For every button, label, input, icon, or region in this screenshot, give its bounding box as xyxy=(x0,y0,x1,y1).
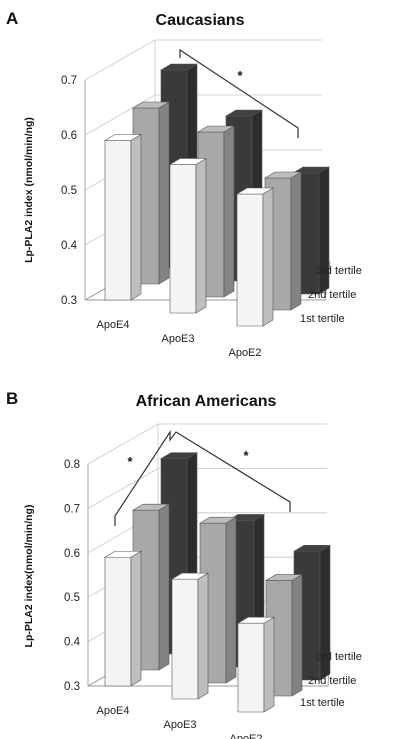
bar xyxy=(168,157,208,314)
x-tick-label: ApoE2 xyxy=(228,347,261,359)
bar xyxy=(170,572,210,700)
series-label: 1st tertile xyxy=(300,697,345,709)
y-tick-label: 0.3 xyxy=(61,295,77,307)
series-label: 1st tertile xyxy=(300,313,345,325)
y-tick-label: 0.8 xyxy=(64,459,80,471)
x-tick-label: ApoE4 xyxy=(96,705,129,717)
y-tick-label: 0.7 xyxy=(61,75,77,87)
y-axis-label: Lp-PLA2 index (nmol/min/ng) xyxy=(23,117,35,263)
x-tick-label: ApoE4 xyxy=(96,319,129,331)
chart-panel-a: A Caucasians 0.3 0.4 0.5 0.6 0.7 Lp-PLA2 index … xyxy=(6,9,362,359)
gridline xyxy=(84,39,322,81)
y-tick-label: 0.4 xyxy=(64,637,81,649)
bar xyxy=(103,550,143,687)
significance-bracket xyxy=(179,48,299,138)
panel-letter: B xyxy=(6,389,18,408)
series-label: 3rd tertile xyxy=(316,265,362,277)
significance-star: * xyxy=(237,68,243,83)
y-tick-label: 0.5 xyxy=(61,185,77,197)
chart-panel-b: B African Americans 0.3 0.4 0.5 0.6 0.7 0.8 Lp-P… xyxy=(6,389,362,739)
y-tick-label: 0.6 xyxy=(61,130,77,142)
series-label: 2nd tertile xyxy=(308,675,356,687)
significance-bracket xyxy=(114,429,291,526)
gridline xyxy=(87,423,327,465)
x-tick-label: ApoE3 xyxy=(163,719,196,731)
bar xyxy=(103,133,143,301)
y-axis-label: Lp-PLA2 index(nmol/min/ng) xyxy=(23,505,35,648)
y-tick-label: 0.7 xyxy=(64,503,80,515)
chart-title: Caucasians xyxy=(156,12,245,29)
y-tick-label: 0.6 xyxy=(64,548,80,560)
x-tick-label: ApoE2 xyxy=(229,733,262,739)
y-tick-label: 0.5 xyxy=(64,592,80,604)
bar xyxy=(236,616,276,713)
bar xyxy=(235,187,275,327)
x-tick-label: ApoE3 xyxy=(161,333,194,345)
chart-title: African Americans xyxy=(136,393,277,410)
series-label: 3rd tertile xyxy=(316,651,362,663)
panel-letter: A xyxy=(6,9,18,28)
y-tick-label: 0.3 xyxy=(64,681,80,693)
series-label: 2nd tertile xyxy=(308,289,356,301)
y-tick-label: 0.4 xyxy=(61,240,78,252)
significance-star: * xyxy=(127,454,133,469)
significance-star: * xyxy=(243,448,249,463)
